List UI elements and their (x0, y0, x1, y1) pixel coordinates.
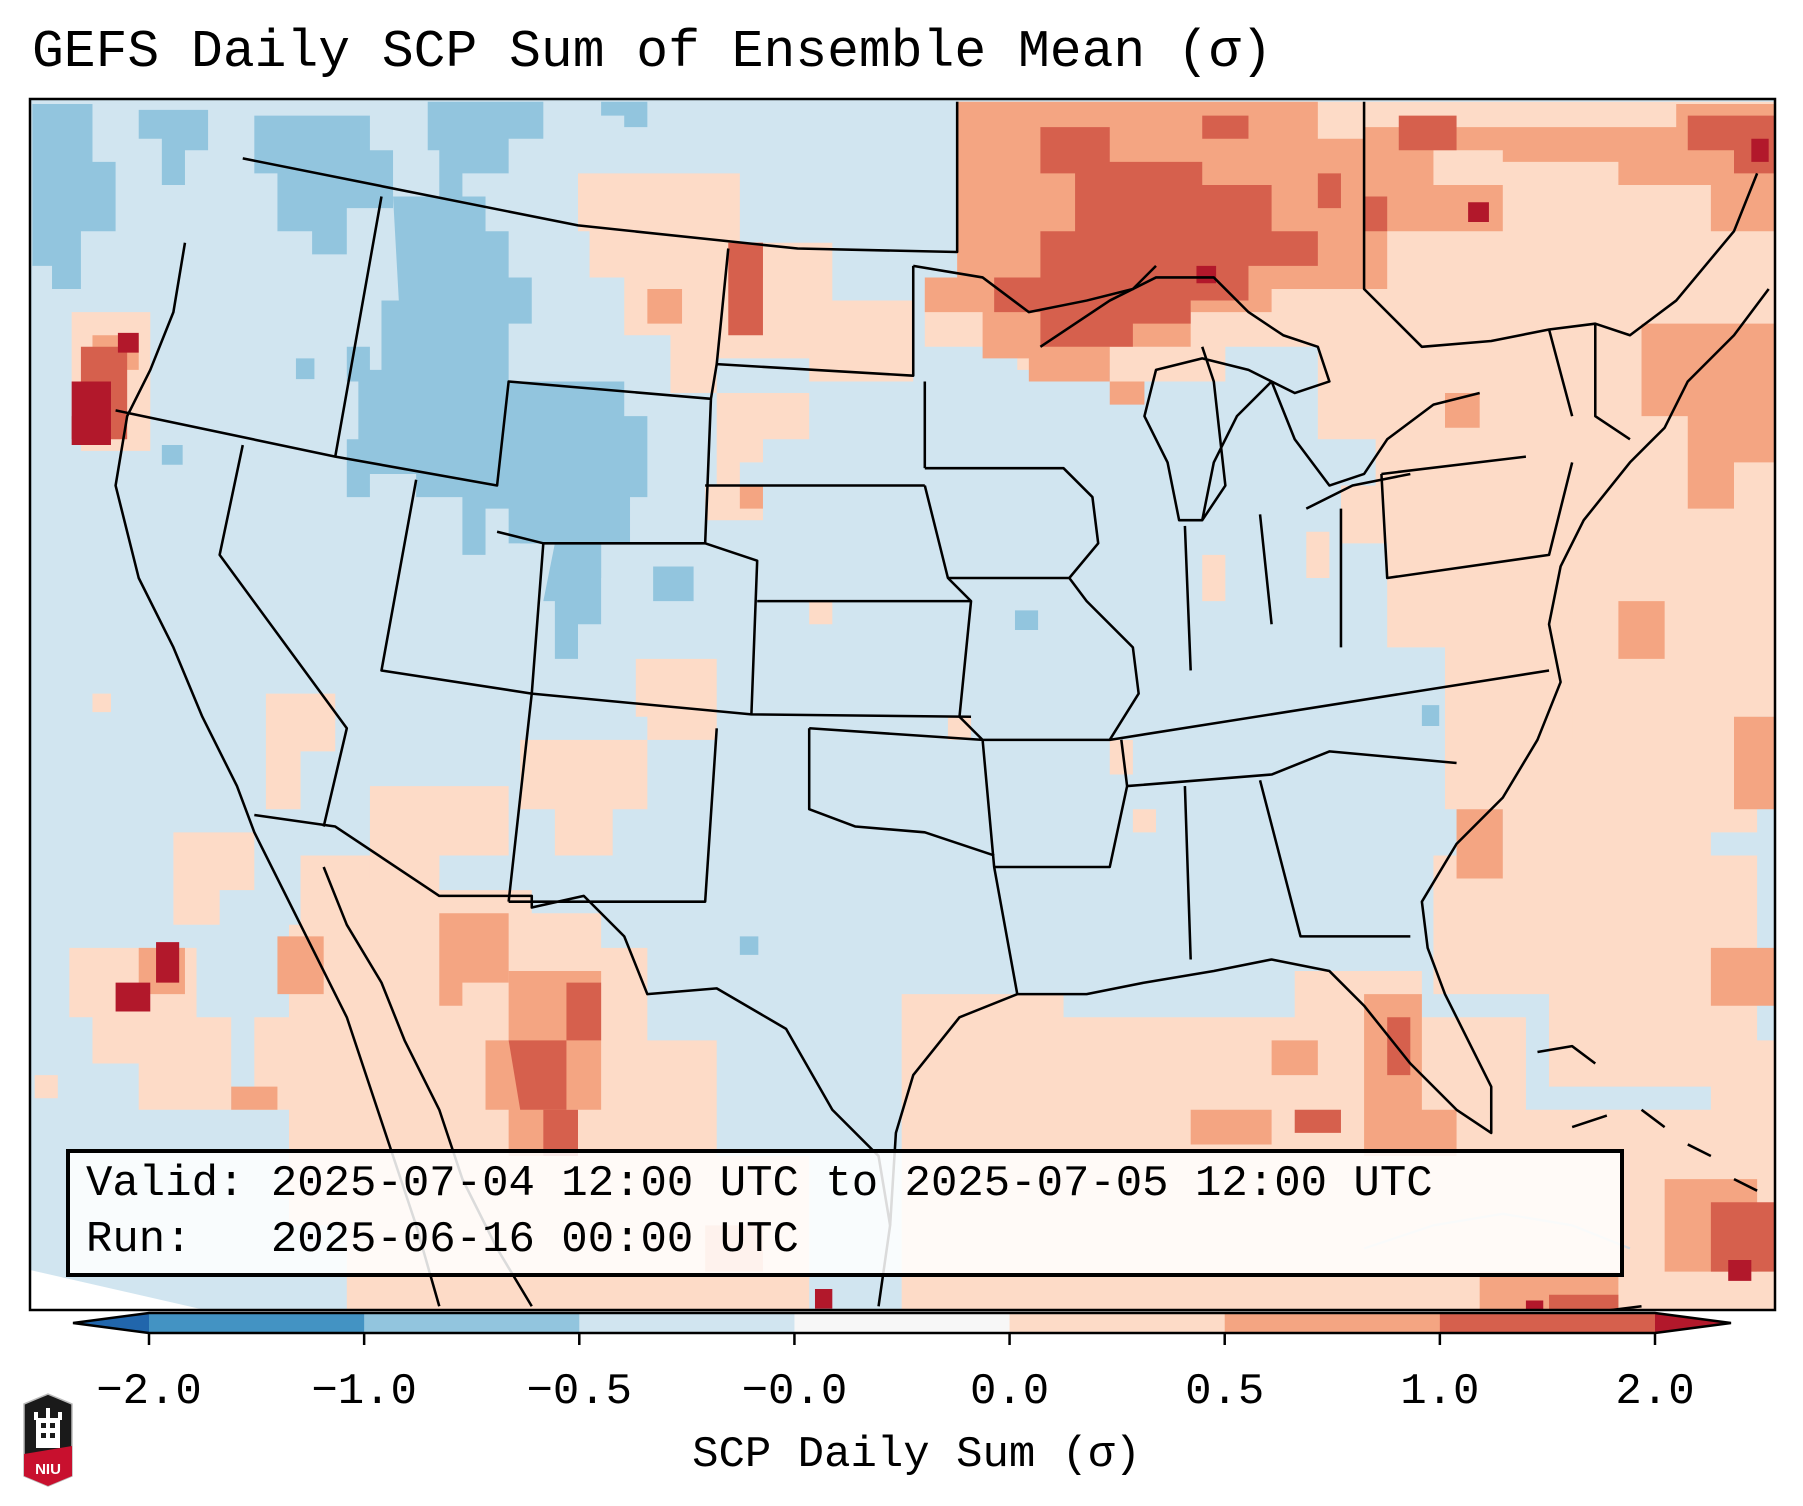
legend-box: Valid: 2025-07-04 12:00 UTC to 2025-07-0… (66, 1149, 1624, 1277)
border-us-canada (242, 101, 959, 254)
colorbar-extend-over (1655, 1313, 1731, 1333)
logo-text: NIU (35, 1461, 61, 1478)
colorbar-segment (1009, 1313, 1226, 1333)
valid-value: 2025-07-04 12:00 UTC to 2025-07-05 12:00… (270, 1159, 1433, 1209)
border-us-canada-east (913, 101, 1759, 349)
colorbar-tick-label: −0.5 (526, 1367, 633, 1417)
outside-domain (30, 1270, 205, 1310)
colorbar-segment (364, 1313, 580, 1333)
region-positive-extreme (71, 138, 1769, 1310)
boundaries (114, 101, 1770, 1310)
state-borders-east (1109, 323, 1631, 960)
coastline-pacific (114, 242, 441, 1307)
colorbar-tick-label: 1.0 (1400, 1367, 1480, 1417)
colorbar-segment (579, 1313, 795, 1333)
colorbar-title: SCP Daily Sum (σ) (692, 1430, 1141, 1480)
colorbar-segment (1224, 1313, 1441, 1333)
chart-title: GEFS Daily SCP Sum of Ensemble Mean (σ) (32, 22, 1273, 82)
colorbar-tick-label: 0.5 (1185, 1367, 1265, 1417)
colorbar-tick-label: 2.0 (1615, 1367, 1695, 1417)
valid-line: Valid: 2025-07-04 12:00 UTC to 2025-07-0… (86, 1159, 1433, 1209)
valid-label: Valid: (86, 1159, 245, 1209)
niu-logo: NIU (23, 1393, 73, 1487)
colorbar-tick-label: −1.0 (311, 1367, 417, 1417)
coastline-caribbean (1537, 1044, 1758, 1310)
colorbar-extend-under (73, 1313, 149, 1333)
coastline-great-lakes (1039, 276, 1480, 522)
colorbar-segment (1439, 1313, 1656, 1333)
colorbar (72, 1311, 1732, 1345)
colorbar-segment (794, 1313, 1011, 1333)
region-nw-negative (32, 101, 1440, 955)
coastline-gulf (877, 288, 1770, 1307)
map-frame (28, 97, 1777, 1312)
colorbar-tick-label: 0.0 (969, 1367, 1050, 1417)
border-us-mexico (254, 813, 892, 1226)
colorbar-tick-label: −0.0 (741, 1367, 848, 1417)
state-borders-west (115, 196, 995, 903)
run-line: Run: 2025-06-16 00:00 UTC (86, 1215, 799, 1265)
colorbar-segment (149, 1313, 365, 1333)
run-value: 2025-06-16 00:00 UTC (270, 1215, 799, 1265)
map-field (30, 99, 1775, 1310)
colorbar-tick-label: −2.0 (96, 1367, 202, 1417)
run-label: Run: (86, 1215, 192, 1265)
